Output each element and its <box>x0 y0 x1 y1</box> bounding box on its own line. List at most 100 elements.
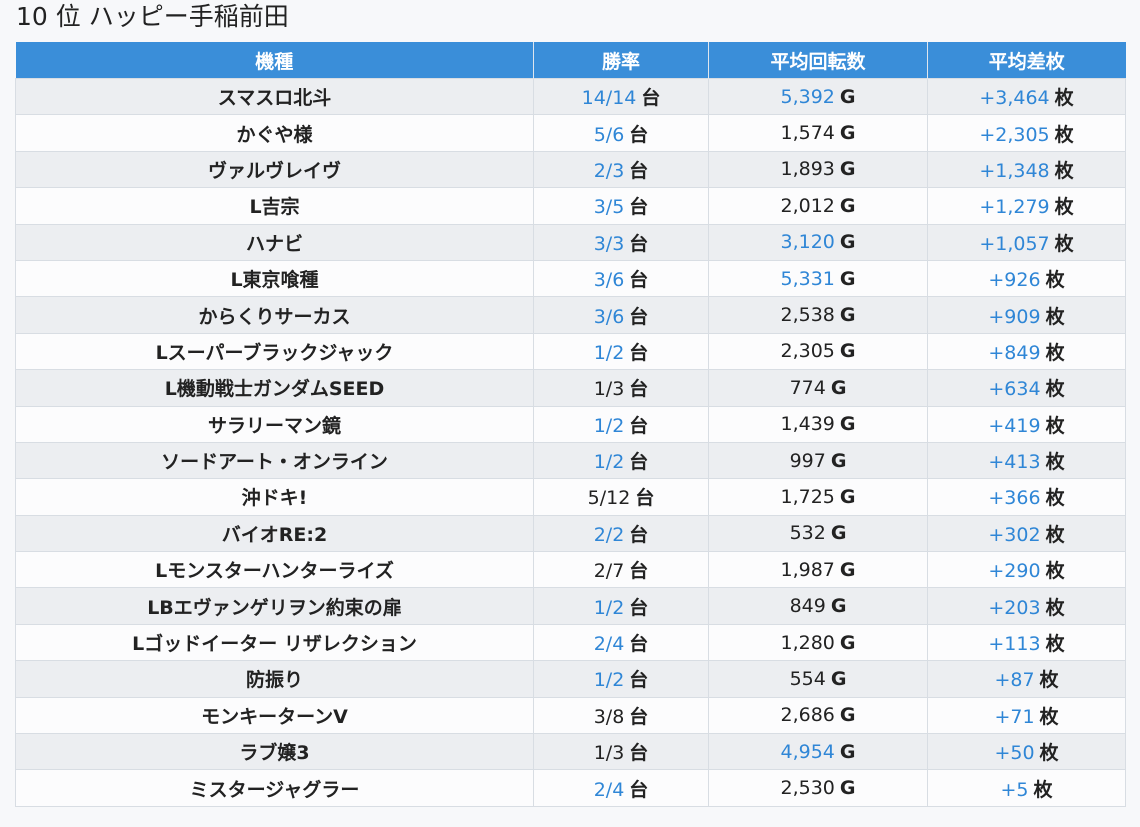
win-rate-cell-unit: 台 <box>629 159 649 182</box>
average-spins-cell: 532 G <box>708 514 928 553</box>
average-diff-cell: +87 枚 <box>927 660 1126 698</box>
average-spins-cell: 2,538 G <box>708 296 928 334</box>
average-spins-cell-unit: G <box>839 267 856 290</box>
average-spins-cell-unit: G <box>839 304 856 327</box>
average-spins-cell-unit: G <box>839 485 856 508</box>
win-rate-cell: 1/2 台 <box>533 587 709 625</box>
average-diff-cell-value: +71 <box>994 705 1035 728</box>
average-spins-cell: 1,987 G <box>708 551 928 589</box>
average-spins-cell-value: 849 <box>789 595 826 618</box>
machine-name-cell: ハナビ <box>15 223 534 261</box>
average-diff-cell-value: +1,348 <box>979 159 1050 182</box>
average-spins-cell-unit: G <box>839 777 856 800</box>
win-rate-cell-value: 5/12 <box>587 487 631 510</box>
average-diff-cell-unit: 枚 <box>1045 414 1065 437</box>
win-rate-cell-value: 2/3 <box>593 159 625 182</box>
average-spins-cell: 1,280 G <box>708 623 928 662</box>
average-diff-cell: +1,279 枚 <box>927 187 1126 225</box>
column-header-average-spins[interactable]: 平均回転数 <box>708 42 928 79</box>
average-spins-cell: 2,012 G <box>708 187 928 225</box>
average-diff-cell-unit: 枚 <box>1045 560 1065 583</box>
average-spins-cell: 1,439 G <box>708 405 928 443</box>
average-spins-cell-unit: G <box>830 449 847 472</box>
average-spins-cell: 1,725 G <box>708 478 928 516</box>
average-spins-cell-value: 1,893 <box>780 158 835 181</box>
machine-name-cell: Lゴッドイーター リザレクション <box>15 623 534 662</box>
win-rate-cell-unit: 台 <box>629 305 649 328</box>
column-header-machine[interactable]: 機種 <box>15 42 534 79</box>
average-diff-cell-unit: 枚 <box>1054 123 1074 146</box>
average-spins-cell: 554 G <box>708 660 928 698</box>
average-diff-cell-unit: 枚 <box>1045 451 1065 474</box>
average-diff-cell-unit: 枚 <box>1045 633 1065 656</box>
table-row: L機動戦士ガンダムSEED 1/3 台 774 G +634 枚 <box>15 369 1126 407</box>
average-diff-cell: +290 枚 <box>927 551 1126 589</box>
average-diff-cell-unit: 枚 <box>1039 705 1059 728</box>
average-diff-cell: +203 枚 <box>927 587 1126 625</box>
win-rate-cell-unit: 台 <box>629 778 649 801</box>
win-rate-cell-value: 3/3 <box>593 232 625 255</box>
win-rate-cell: 3/3 台 <box>533 223 709 261</box>
average-spins-cell: 2,530 G <box>708 769 928 807</box>
average-diff-cell: +2,305 枚 <box>927 114 1126 152</box>
win-rate-cell: 3/5 台 <box>533 187 709 225</box>
win-rate-cell-unit: 台 <box>635 487 655 510</box>
average-spins-cell-value: 2,012 <box>780 194 835 217</box>
average-spins-cell: 3,120 G <box>708 223 928 261</box>
win-rate-cell-unit: 台 <box>629 523 649 546</box>
win-rate-cell: 5/6 台 <box>533 114 709 152</box>
win-rate-cell-unit: 台 <box>629 742 649 765</box>
average-diff-cell-value: +419 <box>988 414 1041 437</box>
table-header-row: 機種 勝率 平均回転数 平均差枚 <box>15 42 1126 79</box>
average-diff-cell-value: +634 <box>988 378 1041 401</box>
average-spins-cell-value: 1,987 <box>780 558 835 581</box>
win-rate-cell: 2/4 台 <box>533 623 709 662</box>
win-rate-cell: 2/3 台 <box>533 150 709 189</box>
average-diff-cell-value: +2,305 <box>979 123 1050 146</box>
column-header-average-diff[interactable]: 平均差枚 <box>927 42 1126 79</box>
machine-name-cell: ラブ嬢3 <box>15 733 534 771</box>
average-diff-cell: +50 枚 <box>927 733 1126 771</box>
average-diff-cell: +302 枚 <box>927 514 1126 553</box>
average-spins-cell-value: 3,120 <box>780 231 835 254</box>
table-row: ハナビ 3/3 台 3,120 G +1,057 枚 <box>15 223 1126 261</box>
win-rate-cell: 1/2 台 <box>533 405 709 443</box>
win-rate-cell: 1/3 台 <box>533 369 709 407</box>
average-spins-cell-unit: G <box>839 194 856 217</box>
win-rate-cell-value: 3/6 <box>593 305 625 328</box>
average-diff-cell-value: +1,279 <box>979 196 1050 219</box>
average-diff-cell: +634 枚 <box>927 369 1126 407</box>
win-rate-cell-unit: 台 <box>629 196 649 219</box>
machine-name-cell: ソードアート・オンライン <box>15 441 534 480</box>
average-diff-cell: +419 枚 <box>927 405 1126 443</box>
table-row: L吉宗 3/5 台 2,012 G +1,279 枚 <box>15 187 1126 225</box>
win-rate-cell: 3/6 台 <box>533 296 709 334</box>
average-diff-cell: +71 枚 <box>927 696 1126 735</box>
average-spins-cell: 997 G <box>708 441 928 480</box>
win-rate-cell-value: 1/2 <box>593 451 625 474</box>
win-rate-cell: 1/2 台 <box>533 660 709 698</box>
average-diff-cell-value: +302 <box>988 523 1041 546</box>
machine-name-cell: バイオRE:2 <box>15 514 534 553</box>
win-rate-cell-unit: 台 <box>629 451 649 474</box>
machine-name-cell: からくりサーカス <box>15 296 534 334</box>
win-rate-cell-unit: 台 <box>641 87 661 110</box>
average-spins-cell: 774 G <box>708 369 928 407</box>
average-spins-cell-unit: G <box>839 631 856 654</box>
average-diff-cell: +413 枚 <box>927 441 1126 480</box>
table-row: ミスタージャグラー 2/4 台 2,530 G +5 枚 <box>15 769 1126 807</box>
win-rate-cell: 3/6 台 <box>533 259 709 298</box>
win-rate-cell-value: 1/2 <box>593 414 625 437</box>
average-diff-cell: +113 枚 <box>927 623 1126 662</box>
machine-name-cell: L吉宗 <box>15 187 534 225</box>
average-diff-cell-value: +926 <box>988 269 1041 292</box>
average-diff-cell-unit: 枚 <box>1045 269 1065 292</box>
average-spins-cell-value: 2,686 <box>780 704 835 727</box>
page-title: 10 位 ハッピー手稲前田 <box>16 2 289 31</box>
average-spins-cell: 1,574 G <box>708 114 928 152</box>
win-rate-cell-unit: 台 <box>629 669 649 692</box>
column-header-win-rate[interactable]: 勝率 <box>533 42 709 79</box>
win-rate-cell: 1/2 台 <box>533 441 709 480</box>
machine-name-cell: LBエヴァンゲリヲン約束の扉 <box>15 587 534 625</box>
win-rate-cell-value: 3/6 <box>593 269 625 292</box>
